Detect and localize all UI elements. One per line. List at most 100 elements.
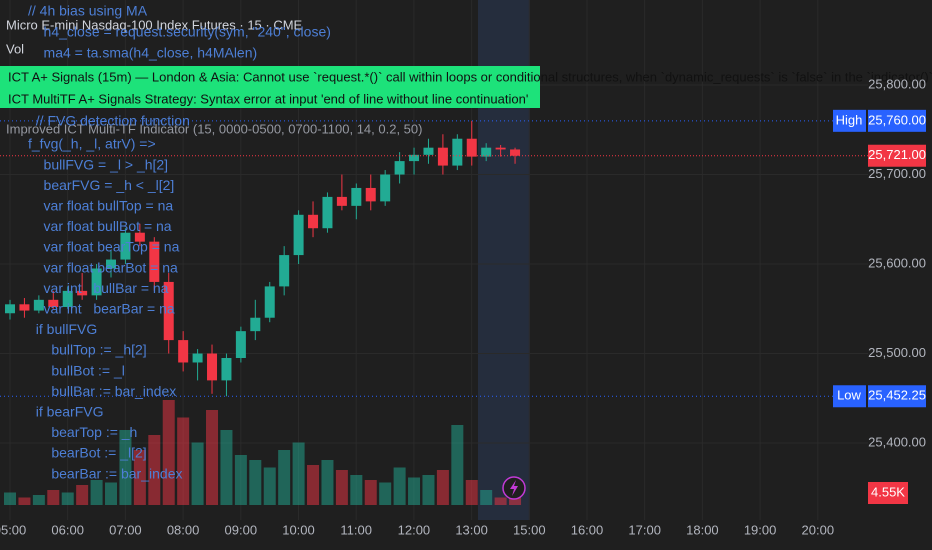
volume-bar: [61, 492, 74, 505]
volume-bar: [206, 410, 219, 505]
x-tick-label: 20:00: [802, 522, 835, 537]
code-line: bearBar := bar_index: [28, 465, 182, 481]
volume-bar: [422, 475, 435, 505]
volume-bar: [18, 497, 31, 505]
marker-name: Low: [837, 388, 861, 403]
volume-bar: [249, 460, 262, 505]
x-tick-label: 05:00: [0, 522, 26, 537]
code-line: bullBar := bar_index: [28, 383, 176, 399]
last-price-label: 25,721.00: [868, 147, 926, 162]
volume-title: Vol: [6, 41, 24, 56]
marker-name-box: [833, 385, 866, 408]
axis: 05:00 06:00 07:00 08:00 09:00 10:00 11:00 12:00…: [0, 76, 926, 537]
volume-bar: [321, 460, 334, 505]
volume-bar: [393, 467, 406, 505]
candle-body: [279, 255, 290, 287]
alert-bolt: [510, 480, 518, 496]
volume-bar: [148, 435, 161, 505]
volume-bar: [278, 450, 291, 505]
y-tick-label: 25,700.00: [868, 166, 926, 181]
candle-body: [235, 331, 246, 359]
error-text: ICT MultiTF A+ Signals Strategy: Syntax …: [8, 91, 528, 106]
candle-body: [293, 214, 304, 256]
code-line: var float bearBot = na: [28, 259, 178, 275]
candle-body: [481, 147, 492, 157]
volume-bar: [364, 480, 377, 505]
x-tick-label: 15:00: [513, 522, 546, 537]
volume-bar: [379, 482, 392, 505]
volume-bar: [76, 485, 89, 505]
volume-bar: [90, 480, 103, 505]
code-line: bullTop := _h[2]: [28, 342, 147, 358]
x-tick-label: 09:00: [225, 522, 258, 537]
code-line: var int bullBar = na: [28, 280, 169, 296]
error-text: ICT A+ Signals (15m) — London & Asia: Ca…: [8, 69, 932, 84]
volume-bar: [335, 470, 348, 505]
volume-bar: [436, 470, 449, 505]
y-tick-label: 25,500.00: [868, 345, 926, 360]
x-tick-label: 10:00: [282, 522, 315, 537]
candle-body: [163, 281, 174, 341]
volume-bar: [350, 475, 363, 505]
overlay: Micro E-mini Nasdaq-100 Index Futures · …: [0, 3, 932, 481]
marker-value: 25,760.00: [868, 112, 926, 127]
x-tick-label: 06:00: [51, 522, 84, 537]
y-tick-label: 25,800.00: [868, 76, 926, 91]
candle-body: [192, 353, 203, 363]
volume-bar: [494, 497, 507, 505]
volume-bar: [234, 455, 247, 505]
candle-body: [308, 214, 319, 229]
x-tick-label: 13:00: [455, 522, 488, 537]
volume-bar: [408, 477, 421, 505]
code-line: bullFVG = _l > _h[2]: [28, 156, 168, 172]
candle-body: [178, 340, 189, 363]
candle-body: [19, 304, 30, 311]
candle-body: [207, 353, 218, 381]
marker-value-box: [868, 385, 926, 408]
candle-body: [77, 290, 88, 296]
marker-value-box: [868, 109, 926, 132]
candle-body: [48, 299, 59, 307]
candle-body: [351, 187, 362, 206]
code-line: f_fvg(_h, _l, atrV) =>: [28, 136, 156, 152]
candle-body: [466, 138, 477, 157]
candle-body: [221, 358, 232, 381]
candles: [5, 120, 521, 397]
y-tick-label: 25,600.00: [868, 255, 926, 270]
last-price-box: [868, 144, 926, 167]
marker-value: 25,452.25: [868, 388, 926, 403]
volume-bar: [220, 430, 233, 505]
x-tick-label: 11:00: [340, 522, 372, 537]
chart-title: Micro E-mini Nasdaq-100 Index Futures · …: [6, 17, 303, 32]
code-line: var float bullBot = na: [28, 218, 172, 234]
candle-body: [5, 304, 15, 314]
x-tick-label: 08:00: [167, 522, 200, 537]
volume-bar: [191, 442, 204, 505]
candle-body: [264, 286, 275, 318]
candle-body: [452, 138, 463, 166]
volume-bar: [263, 467, 276, 505]
code-line: bearFVG = _h < _l[2]: [28, 177, 174, 193]
code-line: var float bullTop = na: [28, 198, 173, 214]
candle-body: [423, 147, 434, 155]
candle-body: [495, 147, 506, 150]
candle-body: [134, 232, 145, 242]
x-tick-label: 19:00: [744, 522, 777, 537]
code-line: // 4h bias using MA: [28, 3, 148, 19]
volume-bar: [451, 425, 464, 505]
code-line: ma4 = ta.sma(h4_close, h4MAlen): [28, 45, 257, 61]
marker-name: High: [836, 112, 863, 127]
code-line: if bearFVG: [28, 404, 103, 420]
volume-bar: [465, 480, 478, 505]
candle-body: [409, 154, 420, 162]
candle-body: [437, 147, 448, 166]
code-line: var int bearBar = na: [28, 301, 175, 317]
code-line: if bullFVG: [28, 321, 97, 337]
candle-body: [510, 149, 521, 156]
volume-bar: [177, 417, 190, 505]
volume-bar: [119, 430, 132, 505]
volume-bar: [32, 495, 45, 505]
volume-bar: [162, 400, 175, 505]
code-line: bearBot := _l[2]: [28, 445, 147, 461]
